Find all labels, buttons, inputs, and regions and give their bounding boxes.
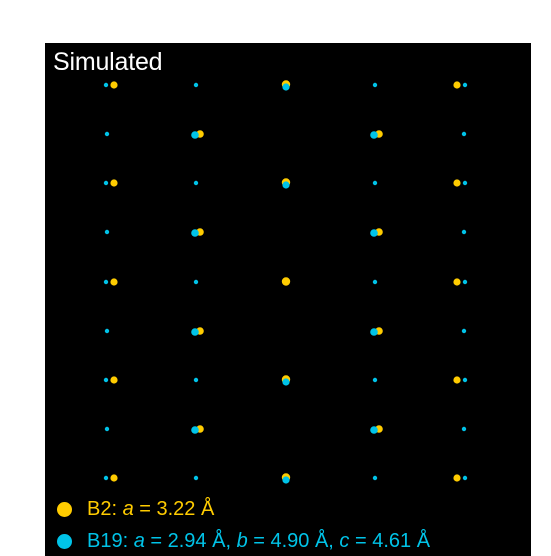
b19-spot <box>191 328 199 336</box>
legend-text-part: B19: <box>87 529 134 552</box>
b19-spot <box>282 181 290 189</box>
b19-spot <box>104 131 110 137</box>
b19-spot <box>372 475 378 481</box>
b19-spot <box>104 426 110 432</box>
b2-spot <box>281 277 291 286</box>
b19-spot <box>191 229 199 237</box>
b2-marker-icon <box>57 501 72 517</box>
legend-text-part: B2: <box>87 497 123 520</box>
legend-text-b2: B2: a = 3.22 Å <box>87 498 214 521</box>
b19-spot <box>370 426 378 434</box>
b2-spot <box>110 474 118 482</box>
simulated-diffraction-panel: Simulated B2: a = 3.22 Å B19: a = 2.94 Å… <box>45 43 531 556</box>
b19-spot <box>193 475 199 481</box>
b2-spot <box>453 474 461 482</box>
b19-spot <box>462 279 468 285</box>
b19-spot <box>103 82 109 88</box>
b19-spot <box>462 82 468 88</box>
b19-spot <box>193 377 199 383</box>
b2-spot <box>110 179 118 187</box>
b19-spot <box>372 180 378 186</box>
b19-spot <box>461 229 467 235</box>
legend-text-part: c <box>339 529 350 552</box>
b19-spot <box>191 131 199 139</box>
b2-spot <box>453 81 461 89</box>
b19-spot <box>370 229 378 237</box>
b19-spot <box>103 475 109 481</box>
b19-spot <box>193 279 199 285</box>
legend-text-part: = 3.22 Å <box>133 497 215 520</box>
legend-text-part: = 4.61 Å <box>349 529 431 552</box>
b19-spot <box>104 229 110 235</box>
b19-spot <box>372 377 378 383</box>
legend-text-b19: B19: a = 2.94 Å, b = 4.90 Å, c = 4.61 Å <box>87 530 430 553</box>
b2-spot <box>110 81 118 89</box>
b19-spot <box>462 377 468 383</box>
b19-spot <box>103 377 109 383</box>
b19-spot <box>282 476 290 484</box>
legend-text-part: = 4.90 Å, <box>247 529 340 552</box>
b2-spot <box>110 376 118 384</box>
b19-spot <box>370 131 378 139</box>
legend-text-part: a <box>133 529 145 552</box>
b19-spot <box>462 180 468 186</box>
legend-text-part: b <box>236 529 248 552</box>
b19-spot <box>191 426 199 434</box>
b19-spot <box>461 426 467 432</box>
b2-spot <box>453 376 461 384</box>
legend-entry-b2: B2: a = 3.22 Å <box>57 497 214 521</box>
legend-entry-b19: B19: a = 2.94 Å, b = 4.90 Å, c = 4.61 Å <box>57 529 430 553</box>
panel-label: Simulated <box>53 48 163 76</box>
diffraction-pattern <box>103 80 468 484</box>
b19-spot <box>193 180 199 186</box>
b19-spot <box>103 180 109 186</box>
b19-spot <box>103 279 109 285</box>
b19-spot <box>461 131 467 137</box>
b19-spot <box>461 328 467 334</box>
b2-spot <box>453 278 461 286</box>
legend-text-part: a <box>122 497 134 520</box>
b19-spot <box>370 328 378 336</box>
b19-spot <box>372 82 378 88</box>
b19-spot <box>462 475 468 481</box>
b19-spot <box>104 328 110 334</box>
b19-spot <box>282 378 290 386</box>
legend-text-part: = 2.94 Å, <box>144 529 237 552</box>
b2-spot <box>110 278 118 286</box>
b19-spot <box>282 83 290 91</box>
b19-marker-icon <box>57 533 72 549</box>
b19-spot <box>193 82 199 88</box>
b19-spot <box>372 279 378 285</box>
b2-spot <box>453 179 461 187</box>
